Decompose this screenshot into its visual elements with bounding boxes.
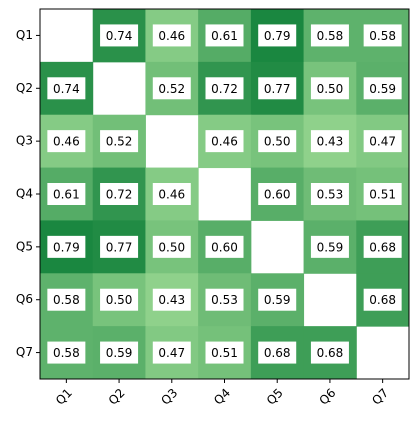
value-label: 0.46: [211, 135, 238, 149]
value-label: 0.59: [369, 82, 396, 96]
value-label: 0.68: [264, 346, 291, 360]
label-box: [152, 24, 191, 47]
value-label: 0.43: [317, 135, 344, 149]
y-tick-label: Q2: [16, 81, 33, 95]
label-box: [310, 183, 349, 205]
value-label: 0.72: [211, 82, 238, 96]
value-label: 0.52: [158, 82, 185, 96]
x-tick-label: Q6: [317, 386, 339, 408]
label-box: [100, 341, 139, 364]
label-box: [258, 77, 297, 100]
value-label: 0.50: [106, 293, 133, 307]
label-box: [363, 288, 402, 311]
label-box: [47, 235, 86, 258]
label-box: [152, 341, 191, 364]
value-label: 0.50: [158, 240, 185, 254]
label-box: [310, 341, 349, 364]
label-box: [205, 235, 244, 258]
label-box: [310, 235, 349, 258]
value-label: 0.47: [158, 346, 185, 360]
label-box: [152, 183, 191, 205]
value-label: 0.59: [264, 293, 291, 307]
value-label: 0.58: [53, 293, 80, 307]
y-tick-label: Q5: [16, 239, 33, 253]
x-tick-label: Q3: [158, 386, 180, 408]
value-label: 0.68: [317, 346, 344, 360]
value-label: 0.61: [211, 29, 238, 43]
value-label: 0.77: [106, 240, 133, 254]
value-label: 0.68: [369, 293, 396, 307]
value-label: 0.58: [317, 29, 344, 43]
label-box: [363, 235, 402, 258]
label-box: [310, 77, 349, 100]
label-box: [47, 288, 86, 311]
value-label: 0.74: [106, 29, 133, 43]
x-tick-label: Q4: [211, 386, 233, 408]
value-label: 0.53: [317, 188, 344, 202]
value-label: 0.60: [264, 188, 291, 202]
label-box: [152, 77, 191, 100]
value-label: 0.74: [53, 82, 80, 96]
value-label: 0.58: [53, 346, 80, 360]
label-box: [47, 77, 86, 100]
label-box: [310, 130, 349, 153]
label-box: [47, 183, 86, 205]
label-box: [258, 183, 297, 205]
label-box: [258, 130, 297, 153]
value-label: 0.51: [211, 346, 238, 360]
y-tick-label: Q1: [16, 28, 33, 42]
label-box: [100, 235, 139, 258]
label-box: [152, 235, 191, 258]
value-label: 0.59: [317, 240, 344, 254]
label-box: [100, 24, 139, 47]
value-label: 0.68: [369, 240, 396, 254]
value-label: 0.50: [317, 82, 344, 96]
label-box: [258, 24, 297, 47]
y-tick-label: Q4: [16, 187, 33, 201]
label-box: [100, 130, 139, 153]
x-tick-label: Q7: [369, 386, 391, 408]
label-box: [363, 130, 402, 153]
label-box: [258, 288, 297, 311]
value-label: 0.47: [369, 135, 396, 149]
label-box: [363, 77, 402, 100]
value-label: 0.51: [369, 188, 396, 202]
label-box: [310, 24, 349, 47]
value-label: 0.53: [211, 293, 238, 307]
label-box: [47, 130, 86, 153]
value-label: 0.79: [264, 29, 291, 43]
x-tick-label: Q5: [264, 386, 286, 408]
value-label: 0.58: [369, 29, 396, 43]
value-label: 0.46: [53, 135, 80, 149]
value-label: 0.77: [264, 82, 291, 96]
y-tick-label: Q7: [16, 345, 33, 359]
y-tick-label: Q6: [16, 292, 33, 306]
x-tick-label: Q1: [53, 386, 75, 408]
value-label: 0.43: [158, 293, 185, 307]
value-label: 0.60: [211, 240, 238, 254]
label-box: [205, 341, 244, 364]
label-box: [152, 288, 191, 311]
label-box: [363, 24, 402, 47]
y-tick-label: Q3: [16, 134, 33, 148]
label-box: [258, 341, 297, 364]
value-label: 0.52: [106, 135, 133, 149]
value-label: 0.46: [158, 188, 185, 202]
value-label: 0.61: [53, 188, 80, 202]
value-label: 0.59: [106, 346, 133, 360]
value-label: 0.46: [158, 29, 185, 43]
label-box: [100, 288, 139, 311]
x-tick-label: Q2: [106, 386, 128, 408]
label-box: [205, 130, 244, 153]
label-box: [363, 183, 402, 205]
label-box: [205, 77, 244, 100]
value-label: 0.72: [106, 188, 133, 202]
label-box: [205, 24, 244, 47]
label-box: [47, 341, 86, 364]
label-box: [100, 183, 139, 205]
value-label: 0.79: [53, 240, 80, 254]
value-label: 0.50: [264, 135, 291, 149]
label-box: [205, 288, 244, 311]
